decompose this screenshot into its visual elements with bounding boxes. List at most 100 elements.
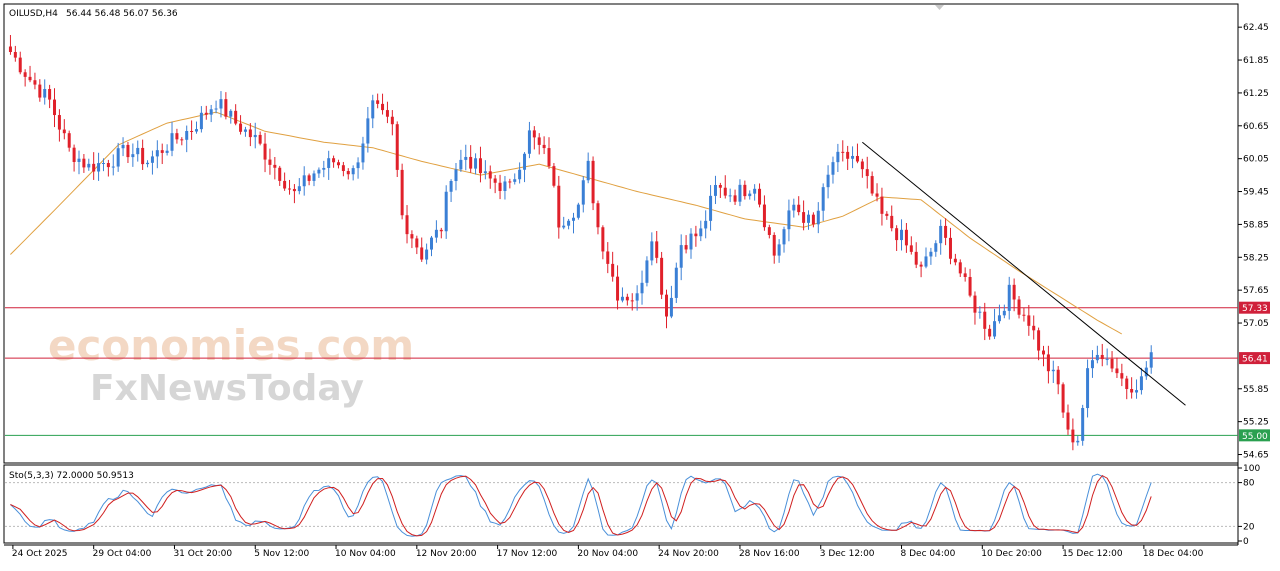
candle-body [758, 188, 762, 205]
stoch-main-line [10, 473, 1152, 537]
candle-body [875, 193, 879, 197]
candle [625, 293, 629, 306]
candle-body [576, 204, 580, 218]
candle [948, 227, 952, 265]
candle [581, 176, 585, 213]
candle-body [503, 181, 507, 191]
candle-body [53, 99, 57, 116]
candle [474, 153, 478, 175]
candle-body [562, 225, 566, 228]
candle-body [146, 162, 150, 165]
candle-body [669, 297, 673, 317]
level-badge [1239, 301, 1270, 314]
candle-body [430, 237, 434, 250]
candle [620, 287, 624, 303]
osc-tick-label: 80 [1243, 479, 1255, 489]
level-badge-label: 55.00 [1242, 432, 1268, 442]
candle [963, 267, 967, 282]
candle [547, 137, 551, 169]
candle [488, 165, 492, 189]
candle [1051, 360, 1055, 384]
candle-body [28, 76, 32, 81]
candle [841, 140, 845, 162]
candle-body [376, 100, 380, 104]
candle-body [993, 321, 997, 337]
candle [1105, 348, 1109, 366]
candle-body [185, 130, 189, 140]
candle [655, 231, 659, 264]
candle [904, 223, 908, 253]
candle [611, 251, 615, 282]
candle-body [1046, 354, 1050, 372]
candle [273, 156, 277, 180]
watermark-economies: economies.com [48, 321, 414, 370]
candle-body [963, 273, 967, 277]
price-tick-label: 60.65 [1243, 122, 1269, 132]
candle-body [655, 241, 659, 258]
candle [968, 268, 972, 298]
candle-body [968, 276, 972, 296]
candle [194, 121, 198, 134]
candle [635, 285, 639, 311]
candle-body [82, 158, 86, 168]
candle [170, 121, 174, 157]
candle-body [630, 300, 634, 302]
candle [33, 72, 37, 90]
candle-body [748, 193, 752, 197]
candle-body [802, 212, 806, 223]
candle [464, 144, 468, 171]
candle [939, 219, 943, 255]
candle-body [8, 46, 12, 52]
candle [381, 93, 385, 115]
oscillator-panel-frame [3, 464, 1239, 544]
candle [209, 104, 213, 123]
candle [630, 293, 634, 311]
candle-body [317, 169, 321, 174]
candle [679, 234, 683, 281]
candle-body [821, 187, 825, 211]
candle-body [1149, 352, 1153, 368]
candle [13, 45, 17, 62]
candle [268, 148, 272, 175]
candle [880, 187, 884, 226]
candle [929, 247, 933, 265]
candle [914, 242, 918, 269]
candle [953, 253, 957, 266]
candle-body [395, 124, 399, 170]
candle-body [885, 213, 889, 216]
candle-body [914, 251, 918, 265]
scroll-marker-icon[interactable] [935, 5, 944, 10]
candle-body [239, 123, 243, 132]
candle-body [1105, 358, 1109, 360]
price-tick-label: 58.25 [1243, 253, 1269, 263]
candle-body [865, 169, 869, 177]
candle [669, 285, 673, 319]
candle [650, 232, 654, 266]
candle [694, 225, 698, 247]
candles [8, 35, 1153, 451]
candle [591, 156, 595, 211]
candle-body [948, 237, 952, 259]
candle [405, 205, 409, 244]
candle-body [772, 234, 776, 256]
candle-body [616, 276, 620, 301]
candle [713, 175, 717, 205]
candle [258, 131, 262, 146]
candle [8, 35, 12, 55]
time-axis: 24 Oct 2025 29 Oct 04:00 31 Oct 20:00 5 Nov… [12, 545, 1204, 559]
candle-body [449, 181, 453, 192]
candle [1056, 366, 1060, 395]
time-tick-label: 31 Oct 20:00 [173, 549, 232, 559]
level-badge-label: 57.33 [1242, 304, 1268, 314]
candle [106, 159, 110, 177]
candle-body [929, 251, 933, 257]
candle [165, 144, 169, 156]
candle-body [718, 184, 722, 188]
candle-body [478, 158, 482, 174]
price-tick-label: 55.85 [1243, 385, 1269, 395]
candle-body [243, 129, 247, 132]
candle-body [346, 171, 350, 175]
candle [92, 152, 96, 180]
